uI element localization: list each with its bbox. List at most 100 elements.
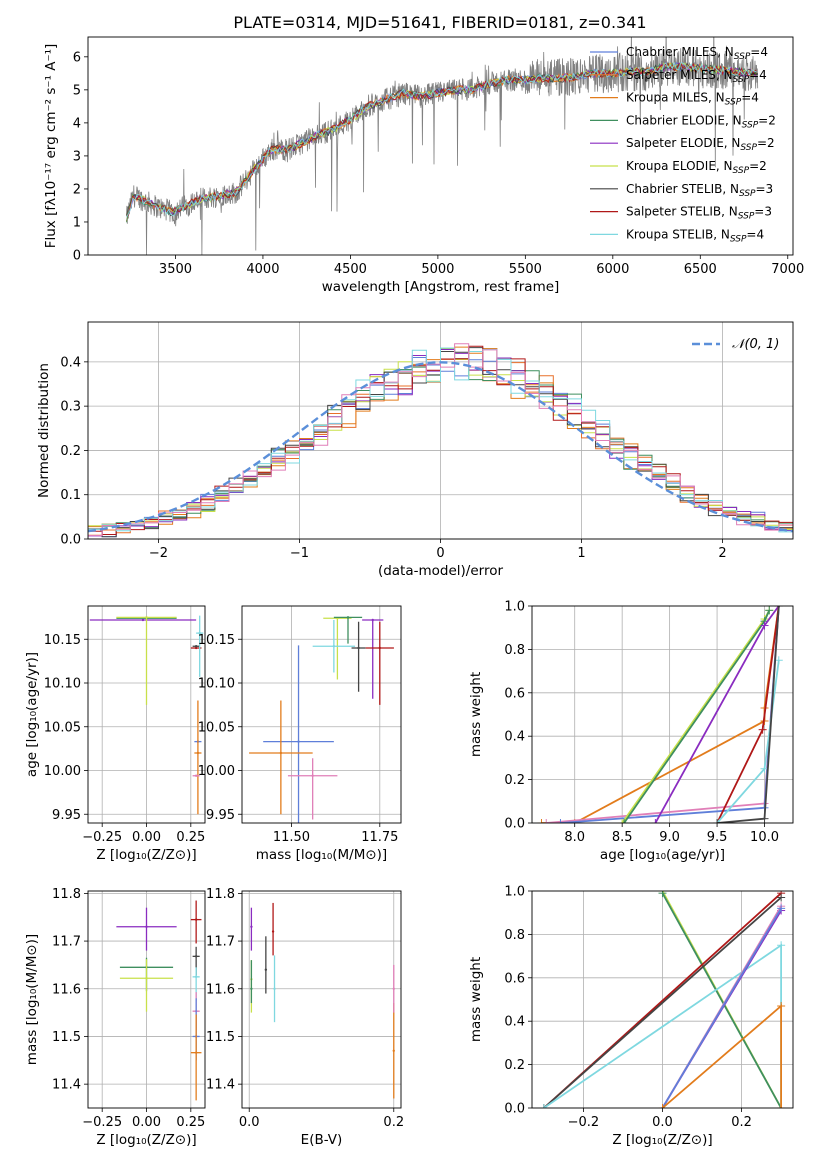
y-tick-label: 9.95 bbox=[206, 808, 235, 823]
legend-entry: Chabrier MILES, NSSP=4 bbox=[626, 45, 768, 62]
data-point bbox=[198, 631, 201, 635]
x-axis-label: age [log₁₀(age/yr)] bbox=[600, 847, 725, 863]
legend-entry: Chabrier STELIB, NSSP=3 bbox=[626, 182, 773, 199]
y-tick-label: 11.8 bbox=[206, 887, 235, 902]
x-tick-label: 3500 bbox=[159, 262, 192, 277]
y-tick-label: 0.2 bbox=[504, 1058, 525, 1073]
data-point bbox=[194, 918, 198, 921]
legend-entry: Salpeter ELODIE, NSSP=2 bbox=[626, 136, 775, 153]
model-spectrum-line bbox=[126, 61, 757, 217]
data-point bbox=[273, 987, 276, 990]
data-point bbox=[194, 646, 198, 650]
y-tick-label: 4 bbox=[73, 116, 81, 131]
x-axis-label: E(B-V) bbox=[301, 1132, 343, 1148]
y-tick-label: 2 bbox=[73, 182, 81, 197]
axes-frame bbox=[241, 605, 402, 824]
x-tick-label: 7000 bbox=[771, 262, 804, 277]
data-point bbox=[311, 774, 314, 777]
y-tick-label: 0.6 bbox=[504, 971, 525, 986]
x-tick-label: 6500 bbox=[684, 262, 717, 277]
axes-frame bbox=[87, 36, 794, 256]
mass-weight-line bbox=[546, 606, 780, 823]
y-tick-label: 11.7 bbox=[206, 935, 235, 950]
y-tick-label: 10.00 bbox=[198, 764, 235, 779]
mass-weight-line bbox=[543, 896, 782, 1108]
y-tick-label: 0.0 bbox=[504, 1102, 525, 1117]
y-axis-label: age [log₁₀(age/yr)] bbox=[24, 652, 40, 777]
x-tick-label: 0.00 bbox=[132, 1115, 161, 1130]
y-axis-label: mass weight bbox=[468, 672, 484, 757]
x-tick-label: 11.50 bbox=[273, 830, 310, 845]
mass-weight-line bbox=[661, 907, 782, 1108]
y-tick-label: 9.95 bbox=[52, 808, 81, 823]
y-tick-label: 10.10 bbox=[198, 677, 235, 692]
x-tick-label: 11.75 bbox=[361, 830, 398, 845]
x-tick-label: 0.2 bbox=[383, 1115, 404, 1130]
x-tick-label: 0.2 bbox=[731, 1115, 752, 1130]
x-tick-label: 6000 bbox=[596, 262, 629, 277]
x-tick-label: 9.5 bbox=[707, 830, 728, 845]
y-tick-label: 11.5 bbox=[52, 1030, 81, 1045]
x-axis-label: Z [log₁₀(Z/Z⊙)] bbox=[96, 1132, 196, 1148]
axes-frame bbox=[87, 321, 794, 540]
mass-weight-line bbox=[716, 606, 780, 823]
x-tick-label: 0 bbox=[436, 546, 444, 561]
y-tick-label: 10.15 bbox=[198, 633, 235, 648]
axes-frame bbox=[241, 890, 402, 1109]
y-tick-label: 1.0 bbox=[504, 885, 525, 900]
y-tick-label: 10.05 bbox=[198, 720, 235, 735]
x-axis-label: Z [log₁₀(Z/Z⊙)] bbox=[96, 847, 196, 863]
data-point bbox=[378, 646, 381, 650]
data-point bbox=[357, 646, 360, 650]
axes-frame bbox=[531, 605, 794, 824]
data-point bbox=[194, 955, 198, 958]
y-tick-label: 0.0 bbox=[504, 817, 525, 832]
axes-frame bbox=[87, 890, 206, 1109]
y-tick-label: 11.4 bbox=[206, 1078, 235, 1093]
x-tick-label: 2 bbox=[718, 546, 726, 561]
legend-entry: Salpeter MILES, NSSP=4 bbox=[626, 68, 767, 85]
legend-entry: Kroupa STELIB, NSSP=4 bbox=[626, 227, 764, 244]
residuals-panel: −2 −1 0 1 2 0.0 0.1 0.2 0.3 0.4 (data-model)/error… bbox=[36, 321, 794, 579]
data-point bbox=[250, 987, 253, 990]
mass_vs_Z-panel: −0.25 0.00 0.25 11.4 11.5 11.6 11.7 11.8 Z [log₁… bbox=[24, 887, 206, 1148]
x-axis-label: mass [log₁₀(M/M⊙)] bbox=[256, 847, 387, 863]
data-point bbox=[145, 977, 148, 980]
x-tick-label: 5000 bbox=[421, 262, 454, 277]
y-axis-label: mass [log₁₀(M/M⊙)] bbox=[24, 934, 40, 1065]
x-tick-label: 4500 bbox=[334, 262, 367, 277]
data-point bbox=[371, 618, 374, 622]
x-axis-label: wavelength [Angstrom, rest frame] bbox=[322, 279, 560, 295]
x-tick-label: 4000 bbox=[246, 262, 279, 277]
y-tick-label: 0.8 bbox=[504, 928, 525, 943]
chart-layer: 3500 4000 4500 5000 5500 6000 6500 7000 0 1 2 3 4 5 6 w… bbox=[24, 36, 804, 1148]
data-point bbox=[141, 618, 145, 622]
data-point bbox=[145, 925, 148, 928]
y-tick-label: 11.8 bbox=[52, 887, 81, 902]
data-point bbox=[346, 616, 350, 619]
massweight_vs_age-panel: 8.0 8.5 9.0 9.5 10.0 0.0 0.2 0.4 0.6 0.8 1.0 age [l… bbox=[468, 600, 794, 863]
data-point bbox=[392, 1049, 395, 1052]
x-tick-label: 8.5 bbox=[612, 830, 633, 845]
y-tick-label: 11.7 bbox=[52, 935, 81, 950]
y-tick-label: 0.8 bbox=[504, 643, 525, 658]
y-tick-label: 0.1 bbox=[60, 488, 81, 503]
y-tick-label: 10.00 bbox=[44, 764, 81, 779]
y-tick-label: 11.5 bbox=[206, 1030, 235, 1045]
x-tick-label: 0.25 bbox=[176, 830, 205, 845]
data-point bbox=[194, 645, 198, 648]
x-tick-label: −2 bbox=[149, 546, 168, 561]
y-tick-label: 3 bbox=[73, 149, 81, 164]
mass-weight-line bbox=[621, 609, 771, 823]
data-point bbox=[194, 774, 198, 777]
axes-frame bbox=[531, 890, 794, 1109]
data-point bbox=[332, 645, 336, 648]
mass-weight-line bbox=[717, 606, 780, 823]
x-tick-label: 1 bbox=[577, 546, 585, 561]
data-point bbox=[145, 616, 148, 619]
y-tick-label: 10.15 bbox=[44, 633, 81, 648]
model-spectrum-line bbox=[126, 61, 757, 218]
normal-curve bbox=[88, 361, 793, 533]
data-point bbox=[250, 925, 253, 928]
